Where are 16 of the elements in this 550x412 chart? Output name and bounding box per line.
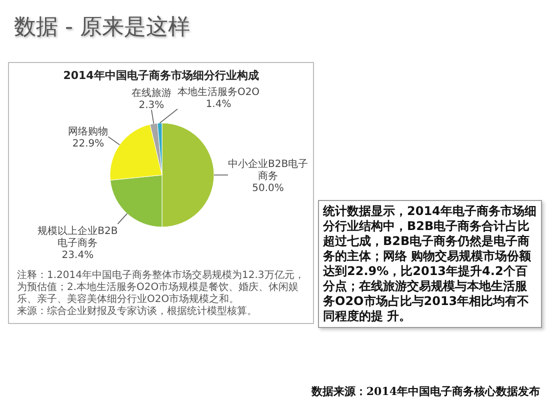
text: 数据 - 原来是这样 <box>14 14 190 42</box>
source-note: 数据来源：2014年中国电子商务核心数据发布 <box>311 384 540 399</box>
text: 注释：1.2014年中国电子商务整体市场交易规模为12.3万亿元，为预估值；2.本地生活服务O2O市场规模是餐饮、婚庆、休闲娱乐、亲子、美容美体细分行业O2O市场规模之和。 <box>17 270 306 306</box>
data-label: 50.0% <box>252 183 284 194</box>
slice-label: 网络购物 <box>68 126 108 138</box>
slice-label: 本地生活服务O2O <box>177 86 260 98</box>
slice-label: 规模以上企业B2B电子商务 <box>38 224 118 249</box>
data-label: 2.3% <box>138 100 164 111</box>
slice-label: 在线旅游 <box>131 86 172 99</box>
data-label: 1.4% <box>206 99 232 110</box>
chart-title: 2014年中国电子商务市场细分行业构成 <box>63 69 259 82</box>
slice-label: 中小企业B2B电子商务 <box>228 158 308 182</box>
source-note: 来源：综合企业财报及专家访谈，根据统计模型核算。 <box>17 306 258 318</box>
data-label: 23.4% <box>62 250 94 261</box>
data-label: 22.9% <box>72 138 104 150</box>
text: 统计数据显示，2014年电子商务市场细分行业结构中，B2B电子商务合计占比超过七成，B2B电子商务仍然是电子商务的主体；网络 购物交易规模市场份额达到22.9%，比2013年提升4.2个百分点；在线旅游交易规模与本地生活服务O2O市场占比与2013年相比均有不同程度的提 升。 <box>318 200 542 328</box>
